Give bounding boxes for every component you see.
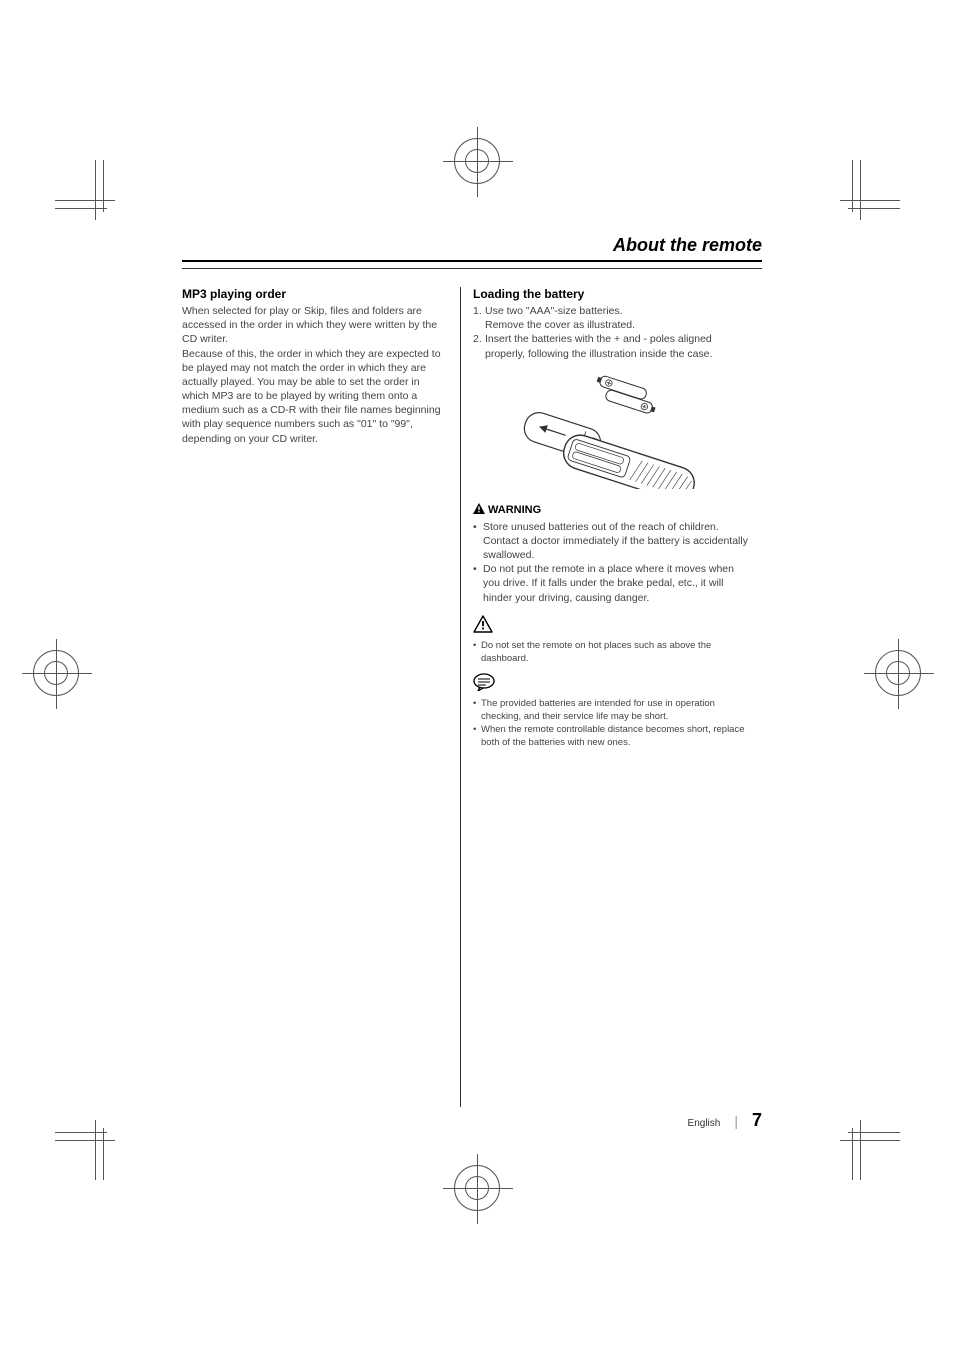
crop-target-right [875,650,921,696]
page-footer: English | 7 [182,1110,762,1131]
note-1: The provided batteries are intended for … [481,698,751,724]
section-title: About the remote [613,235,762,256]
battery-illustration [473,369,751,489]
thin-rule [182,268,762,269]
caution-triangle-icon [473,615,751,638]
step-1-text-a: Use two "AAA"-size batteries. [485,305,623,317]
crop-target-left [33,650,79,696]
step-1-text-b: Remove the cover as illustrated. [485,319,635,331]
footer-separator: | [734,1113,738,1129]
caution-block: • Do not set the remote on hot places su… [473,640,751,666]
step-number: 1. [473,304,485,332]
notes-block: • The provided batteries are intended fo… [473,698,751,749]
warning-item: • Store unused batteries out of the reac… [473,520,751,563]
warning-label: WARNING [488,504,541,516]
footer-language: English [688,1118,721,1129]
crop-corner-top-right [830,160,900,230]
crop-target-bottom [454,1165,500,1211]
note-2: When the remote controllable distance be… [481,724,751,750]
battery-steps: 1. Use two "AAA"-size batteries. Remove … [473,304,751,361]
caution-text: Do not set the remote on hot places such… [481,640,751,666]
page-number: 7 [752,1110,762,1131]
warning-heading: WARNING [473,503,751,517]
mp3-para-2: Because of this, the order in which they… [182,347,448,446]
columns: MP3 playing order When selected for play… [182,287,762,1107]
warning-list: • Store unused batteries out of the reac… [473,520,751,605]
mp3-para-1: When selected for play or Skip, files an… [182,304,448,347]
warning-2: Do not put the remote in a place where i… [483,562,751,605]
step-1: 1. Use two "AAA"-size batteries. Remove … [473,304,751,332]
step-2-text: Insert the batteries with the + and - po… [485,332,751,360]
crop-corner-top-left [55,160,125,230]
mp3-heading: MP3 playing order [182,287,448,301]
crop-target-top [454,138,500,184]
note-item: • The provided batteries are intended fo… [473,698,751,724]
left-column: MP3 playing order When selected for play… [182,287,460,1107]
right-column: Loading the battery 1. Use two "AAA"-siz… [461,287,751,1107]
note-bubble-icon [473,673,751,696]
warning-triangle-icon [473,503,485,517]
caution-item: • Do not set the remote on hot places su… [473,640,751,666]
remote-battery-svg [512,369,712,489]
title-bar: About the remote [182,238,762,262]
crop-corner-bottom-left [55,1120,125,1190]
step-number: 2. [473,332,485,360]
warning-1: Store unused batteries out of the reach … [483,520,751,563]
content-area: About the remote MP3 playing order When … [182,238,762,1107]
page: About the remote MP3 playing order When … [0,0,954,1351]
note-item: • When the remote controllable distance … [473,724,751,750]
warning-item: • Do not put the remote in a place where… [473,562,751,605]
loading-heading: Loading the battery [473,287,751,301]
step-2: 2. Insert the batteries with the + and -… [473,332,751,360]
crop-corner-bottom-right [830,1120,900,1190]
